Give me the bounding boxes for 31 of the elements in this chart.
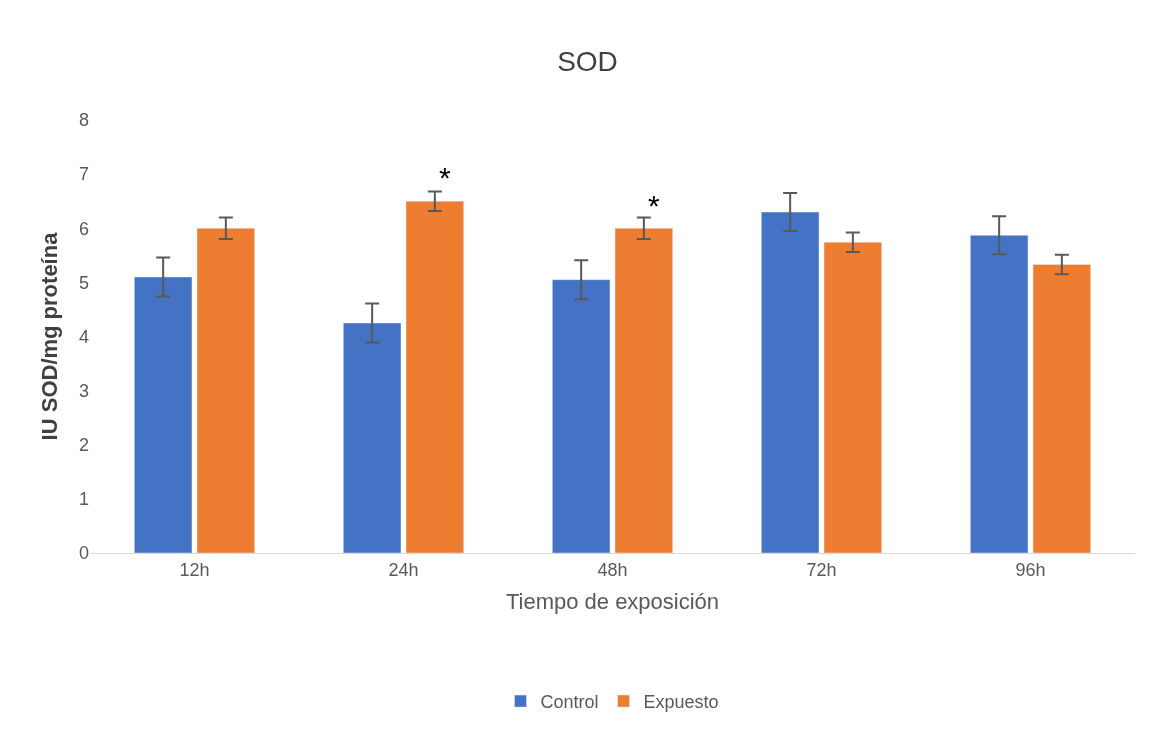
chart-title: SOD [557, 45, 618, 77]
legend-label: Control [540, 692, 599, 713]
y-tick-label: 7 [78, 164, 89, 185]
y-tick-label: 6 [78, 218, 89, 239]
x-tick-label: 96h [1015, 559, 1046, 580]
legend-label: Expuesto [643, 692, 719, 713]
bar [134, 276, 193, 553]
bar [343, 322, 402, 553]
x-axis-title: Tiempo de exposición [505, 589, 720, 615]
y-tick-label: 8 [78, 110, 89, 131]
y-tick-label: 2 [78, 435, 89, 456]
bar [970, 235, 1029, 553]
annotation: * [648, 189, 660, 222]
y-tick-label: 5 [78, 272, 89, 293]
x-tick-label: 24h [388, 559, 419, 580]
x-tick-label: 48h [597, 559, 628, 580]
bar [1032, 264, 1091, 553]
bar [552, 279, 611, 553]
bar [405, 200, 464, 553]
bar [614, 228, 673, 553]
y-tick-label: 0 [78, 543, 89, 564]
y-tick-label: 1 [78, 489, 89, 510]
annotation: * [439, 161, 451, 194]
bar [761, 211, 820, 553]
y-axis-title: IU SOD/mg proteína [36, 231, 62, 441]
y-tick-label: 3 [78, 380, 89, 401]
bar [823, 242, 882, 553]
x-tick-label: 72h [806, 559, 837, 580]
y-tick-label: 4 [78, 326, 89, 347]
x-tick-label: 12h [179, 559, 210, 580]
bar [196, 228, 255, 553]
